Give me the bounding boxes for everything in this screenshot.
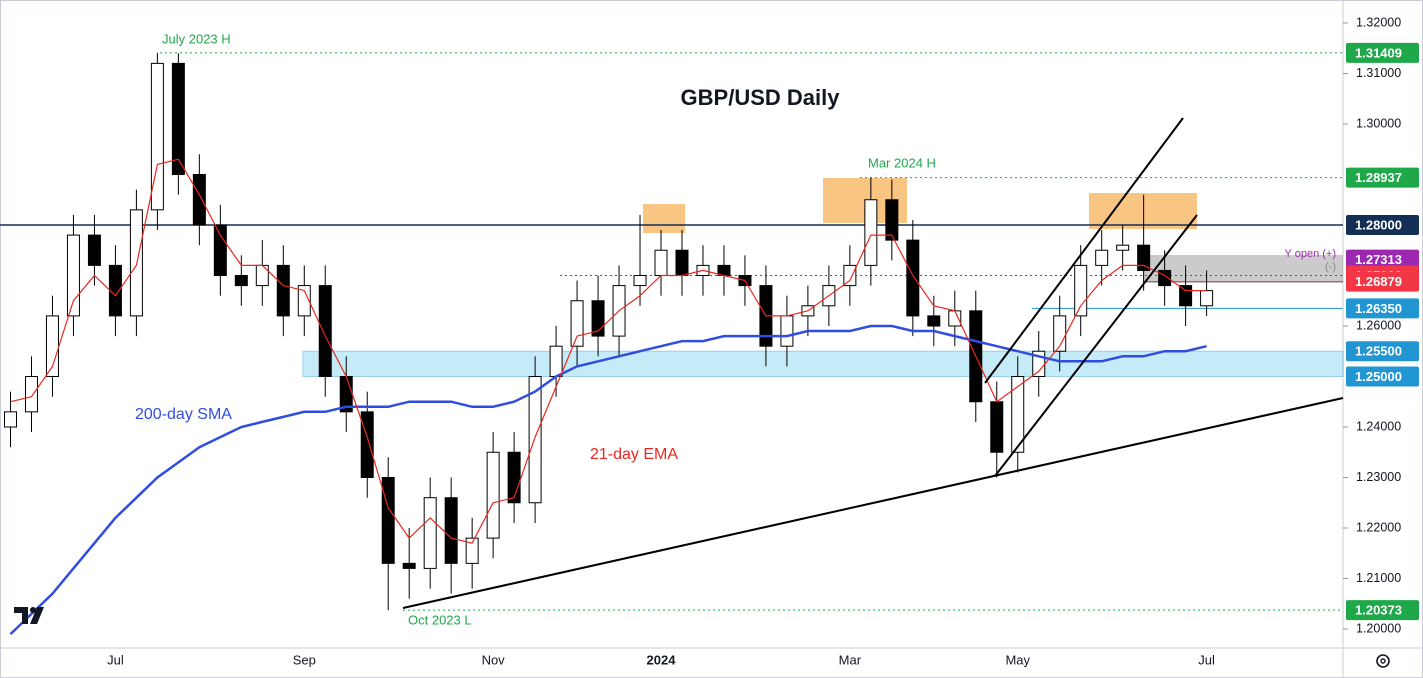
candle-body: [276, 264, 290, 317]
candle-body: [780, 315, 794, 347]
candle-body: [1179, 285, 1193, 307]
indicator-line: [9, 324, 1207, 636]
candle-body: [1200, 290, 1214, 307]
plot: [0, 52, 1344, 636]
x-tick-label: Mar: [839, 652, 862, 667]
channel-line: [994, 214, 1198, 477]
price-badge-label: 1.26350: [1355, 301, 1402, 316]
y-tick-label: 1.30000: [1356, 116, 1401, 130]
price-badge: [1346, 600, 1419, 621]
x-tick-label: Jul: [1198, 652, 1215, 667]
price-badge: [1346, 298, 1419, 319]
price-badge: [1346, 366, 1419, 387]
candle-body: [24, 375, 38, 413]
x-tick-label: Nov: [482, 652, 506, 667]
candle-body: [192, 173, 206, 226]
resistance-box: [1089, 193, 1197, 229]
indicator-line: [10, 158, 1207, 544]
candle-body: [906, 239, 920, 317]
support-zone: [302, 350, 1344, 377]
price-badge: [1346, 341, 1419, 362]
candle-body: [360, 411, 374, 479]
price-badge: [1346, 42, 1419, 63]
candle-body: [465, 537, 479, 564]
y-tick-label: 1.32000: [1356, 15, 1401, 29]
candle-body: [1116, 244, 1130, 251]
settings-icon[interactable]: [1376, 654, 1390, 668]
candle-body: [255, 264, 269, 287]
price-badge: [1346, 271, 1419, 292]
candle-body: [171, 62, 185, 175]
y-tick-label: 1.26000: [1356, 318, 1401, 332]
resistance-box: [643, 204, 685, 233]
candle-body: [87, 234, 101, 266]
x-tick-label: Sep: [293, 652, 316, 667]
x-tick-label: 2024: [647, 652, 677, 667]
candle-body: [549, 345, 563, 377]
year-open-box: [1143, 255, 1343, 283]
price-badge-label: 1.28000: [1355, 217, 1402, 232]
price-badge-label: 1.26879: [1355, 274, 1402, 289]
candle-body: [654, 249, 668, 276]
logo: [14, 607, 44, 624]
price-badge-label: 1.20373: [1355, 603, 1402, 618]
candle-body: [1137, 244, 1151, 271]
price-badge: [1346, 249, 1419, 270]
candle-body: [3, 411, 17, 428]
price-badge-label: 1.31409: [1355, 45, 1402, 60]
candle-body: [66, 234, 80, 317]
candle-body: [1011, 375, 1025, 453]
candle-body: [1095, 249, 1109, 266]
candle-body: [633, 274, 647, 287]
candle-body: [423, 497, 437, 569]
candle-body: [381, 477, 395, 564]
candle-body: [528, 375, 542, 504]
y-tick-label: 1.31000: [1356, 66, 1401, 80]
y-tick-label: 1.21000: [1356, 571, 1401, 585]
y-tick-label: 1.22000: [1356, 520, 1401, 534]
candle-body: [213, 224, 227, 276]
candle-body: [990, 401, 1004, 453]
price-badge-label: 1.25500: [1355, 344, 1402, 359]
candle-body: [864, 199, 878, 266]
annotation: Y open (+): [1285, 248, 1336, 260]
price-badge-label: 1.27313: [1355, 252, 1402, 267]
price-badge-label: 1.28937: [1355, 170, 1402, 185]
candle-body: [150, 62, 164, 211]
sma-label: 200-day SMA: [135, 406, 232, 423]
chart-title: GBP/USD Daily: [681, 85, 841, 110]
candle-body: [675, 249, 689, 276]
candle-body: [1074, 264, 1088, 317]
y-tick-label: 1.23000: [1356, 470, 1401, 484]
annotation: Mar 2024 H: [868, 155, 936, 170]
candle-body: [318, 285, 332, 377]
candle-body: [591, 300, 605, 337]
annotation: July 2023 H: [162, 31, 231, 46]
x-tick-label: May: [1005, 652, 1030, 667]
candle-body: [402, 562, 416, 569]
candle-body: [234, 274, 248, 287]
annotation: (-): [1325, 261, 1336, 273]
channel-line: [984, 117, 1184, 384]
price-badge: [1346, 214, 1419, 235]
candle-body: [297, 285, 311, 317]
candle-body: [927, 315, 941, 327]
candle-body: [570, 300, 584, 347]
trendline: [402, 397, 1344, 609]
ema-label: 21-day EMA: [590, 446, 678, 463]
candle-body: [843, 264, 857, 287]
price-badge-label: 1.25000: [1355, 369, 1402, 384]
candle-body: [948, 310, 962, 327]
candle-body: [444, 497, 458, 564]
candle-body: [486, 451, 500, 539]
y-tick-label: 1.20000: [1356, 621, 1401, 635]
candle-body: [885, 199, 899, 241]
annotation: Oct 2023 L: [408, 612, 472, 627]
y-tick-label: 1.24000: [1356, 419, 1401, 433]
price-badge: [1346, 167, 1419, 188]
x-tick-label: Jul: [107, 652, 124, 667]
candle-body: [507, 451, 521, 504]
